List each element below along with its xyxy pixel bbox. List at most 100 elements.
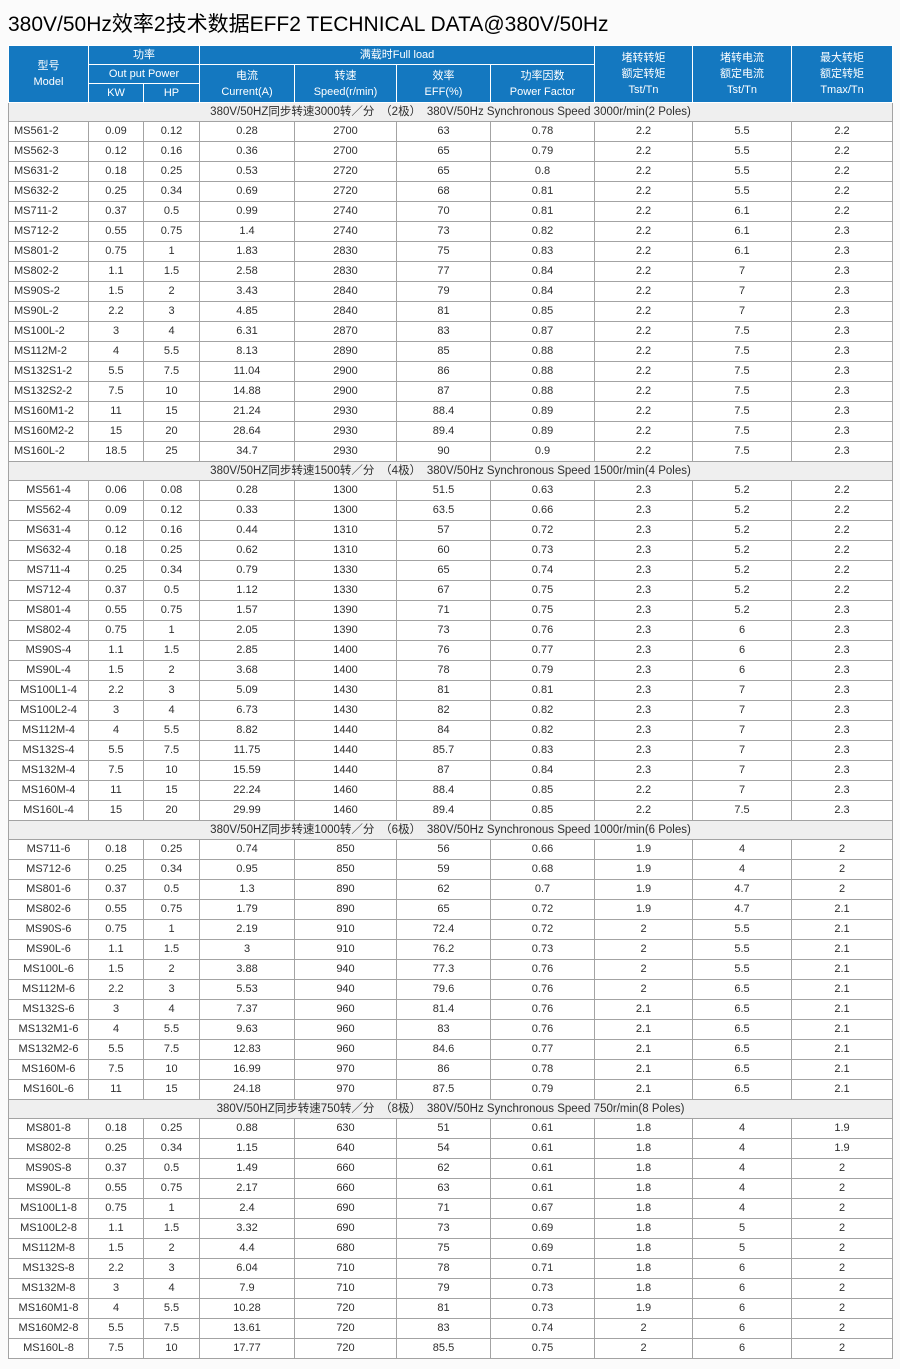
value-cell: 4 bbox=[88, 1019, 144, 1040]
value-cell: 2.1 bbox=[791, 1059, 894, 1080]
model-cell: MS801-4 bbox=[8, 600, 89, 621]
value-cell: 2.1 bbox=[594, 1019, 694, 1040]
value-cell: 7 bbox=[692, 780, 793, 801]
value-cell: 7.9 bbox=[199, 1278, 295, 1299]
table-row: MS132S-4 5.5 7.5 11.75 1440 85.7 0.83 2.3 7 2.3 bbox=[8, 740, 894, 761]
table-row: MS100L1-4 2.2 3 5.09 1430 81 0.81 2.3 7 2.3 bbox=[8, 680, 894, 701]
value-cell: 2.85 bbox=[199, 640, 295, 661]
value-cell: 940 bbox=[294, 959, 397, 980]
table-row: MS132S-8 2.2 3 6.04 710 78 0.71 1.8 6 2 bbox=[8, 1258, 894, 1279]
maxt-label-cn1: 最大转矩 bbox=[820, 52, 865, 64]
value-cell: 0.75 bbox=[489, 1338, 596, 1359]
value-cell: 0.87 bbox=[489, 321, 596, 342]
value-cell: 0.25 bbox=[143, 540, 200, 561]
value-cell: 0.12 bbox=[143, 121, 200, 142]
value-cell: 2 bbox=[791, 839, 894, 860]
model-cell: MS132S1-2 bbox=[8, 361, 89, 382]
value-cell: 2 bbox=[594, 959, 694, 980]
value-cell: 3 bbox=[143, 301, 200, 322]
value-cell: 2 bbox=[143, 959, 200, 980]
value-cell: 1.9 bbox=[594, 1298, 694, 1319]
lrt-label-cn2: 额定转矩 bbox=[621, 68, 666, 80]
value-cell: 2720 bbox=[294, 181, 397, 202]
value-cell: 85.7 bbox=[396, 740, 491, 761]
value-cell: 20 bbox=[143, 800, 200, 821]
value-cell: 1.12 bbox=[199, 580, 295, 601]
table-row: MS90L-4 1.5 2 3.68 1400 78 0.79 2.3 6 2.3 bbox=[8, 660, 894, 681]
table-row: MS132S2-2 7.5 10 14.88 2900 87 0.88 2.2 7.5 2.3 bbox=[8, 381, 894, 402]
value-cell: 0.84 bbox=[489, 261, 596, 282]
value-cell: 2.3 bbox=[594, 560, 694, 581]
value-cell: 1.8 bbox=[594, 1118, 694, 1139]
value-cell: 690 bbox=[294, 1218, 397, 1239]
value-cell: 21.24 bbox=[199, 401, 295, 422]
col-header-max-torque: 最大转矩 额定转矩 Tmax/Tn bbox=[791, 45, 894, 103]
value-cell: 11.04 bbox=[199, 361, 295, 382]
value-cell: 18.5 bbox=[88, 441, 144, 462]
value-cell: 1.5 bbox=[143, 939, 200, 960]
maxt-label-cn2: 额定转矩 bbox=[820, 68, 865, 80]
value-cell: 4 bbox=[692, 839, 793, 860]
col-header-locked-rotor-torque: 堵转转矩 额定转矩 Tst/Tn bbox=[594, 45, 694, 103]
model-cell: MS160M2-2 bbox=[8, 421, 89, 442]
value-cell: 2830 bbox=[294, 261, 397, 282]
value-cell: 5.5 bbox=[692, 939, 793, 960]
table-row: MS100L2-8 1.1 1.5 3.32 690 73 0.69 1.8 5 2 bbox=[8, 1218, 894, 1239]
value-cell: 7.5 bbox=[692, 381, 793, 402]
value-cell: 81.4 bbox=[396, 999, 491, 1020]
table-row: MS802-8 0.25 0.34 1.15 640 54 0.61 1.8 4 1.9 bbox=[8, 1138, 894, 1159]
value-cell: 0.55 bbox=[88, 221, 144, 242]
value-cell: 0.61 bbox=[489, 1158, 596, 1179]
value-cell: 7.5 bbox=[692, 361, 793, 382]
value-cell: 4 bbox=[88, 341, 144, 362]
model-cell: MS100L-6 bbox=[8, 959, 89, 980]
value-cell: 1400 bbox=[294, 640, 397, 661]
value-cell: 0.33 bbox=[199, 500, 295, 521]
value-cell: 7.5 bbox=[143, 740, 200, 761]
value-cell: 1460 bbox=[294, 800, 397, 821]
model-label-en: Model bbox=[33, 76, 64, 88]
value-cell: 0.67 bbox=[489, 1198, 596, 1219]
value-cell: 710 bbox=[294, 1258, 397, 1279]
value-cell: 0.18 bbox=[88, 839, 144, 860]
value-cell: 7.5 bbox=[143, 1318, 200, 1339]
value-cell: 960 bbox=[294, 999, 397, 1020]
value-cell: 71 bbox=[396, 1198, 491, 1219]
model-cell: MS132S-4 bbox=[8, 740, 89, 761]
value-cell: 7.5 bbox=[88, 381, 144, 402]
value-cell: 62 bbox=[396, 879, 491, 900]
section-header-label: 380V/50HZ同步转速1000转／分 （6极） 380V/50Hz Sync… bbox=[7, 820, 894, 840]
value-cell: 10 bbox=[143, 381, 200, 402]
value-cell: 90 bbox=[396, 441, 491, 462]
value-cell: 22.24 bbox=[199, 780, 295, 801]
model-cell: MS802-2 bbox=[8, 261, 89, 282]
table-row: MS160M1-2 11 15 21.24 2930 88.4 0.89 2.2 7.5 2.3 bbox=[8, 401, 894, 422]
value-cell: 0.34 bbox=[143, 1138, 200, 1159]
value-cell: 2.3 bbox=[594, 600, 694, 621]
value-cell: 7.5 bbox=[692, 321, 793, 342]
value-cell: 2.3 bbox=[594, 700, 694, 721]
model-cell: MS712-2 bbox=[8, 221, 89, 242]
value-cell: 0.76 bbox=[489, 620, 596, 641]
model-cell: MS160M1-8 bbox=[8, 1298, 89, 1319]
value-cell: 2.2 bbox=[791, 560, 894, 581]
value-cell: 2.3 bbox=[791, 421, 894, 442]
table-row: MS631-4 0.12 0.16 0.44 1310 57 0.72 2.3 5.2 2.2 bbox=[8, 520, 894, 541]
value-cell: 2900 bbox=[294, 361, 397, 382]
value-cell: 1.9 bbox=[791, 1138, 894, 1159]
value-cell: 0.95 bbox=[199, 859, 295, 880]
table-row: MS711-4 0.25 0.34 0.79 1330 65 0.74 2.3 5.2 2.2 bbox=[8, 560, 894, 581]
value-cell: 5.5 bbox=[143, 1298, 200, 1319]
value-cell: 2.3 bbox=[791, 301, 894, 322]
value-cell: 0.61 bbox=[489, 1138, 596, 1159]
value-cell: 640 bbox=[294, 1138, 397, 1159]
value-cell: 0.79 bbox=[489, 1079, 596, 1100]
table-row: MS160M-4 11 15 22.24 1460 88.4 0.85 2.2 7 2.3 bbox=[8, 780, 894, 801]
value-cell: 0.88 bbox=[199, 1118, 295, 1139]
value-cell: 83 bbox=[396, 321, 491, 342]
value-cell: 630 bbox=[294, 1118, 397, 1139]
value-cell: 4 bbox=[692, 1118, 793, 1139]
value-cell: 2.3 bbox=[594, 500, 694, 521]
value-cell: 0.75 bbox=[143, 899, 200, 920]
table-row: MS160L-6 11 15 24.18 970 87.5 0.79 2.1 6.5 2.1 bbox=[8, 1079, 894, 1100]
